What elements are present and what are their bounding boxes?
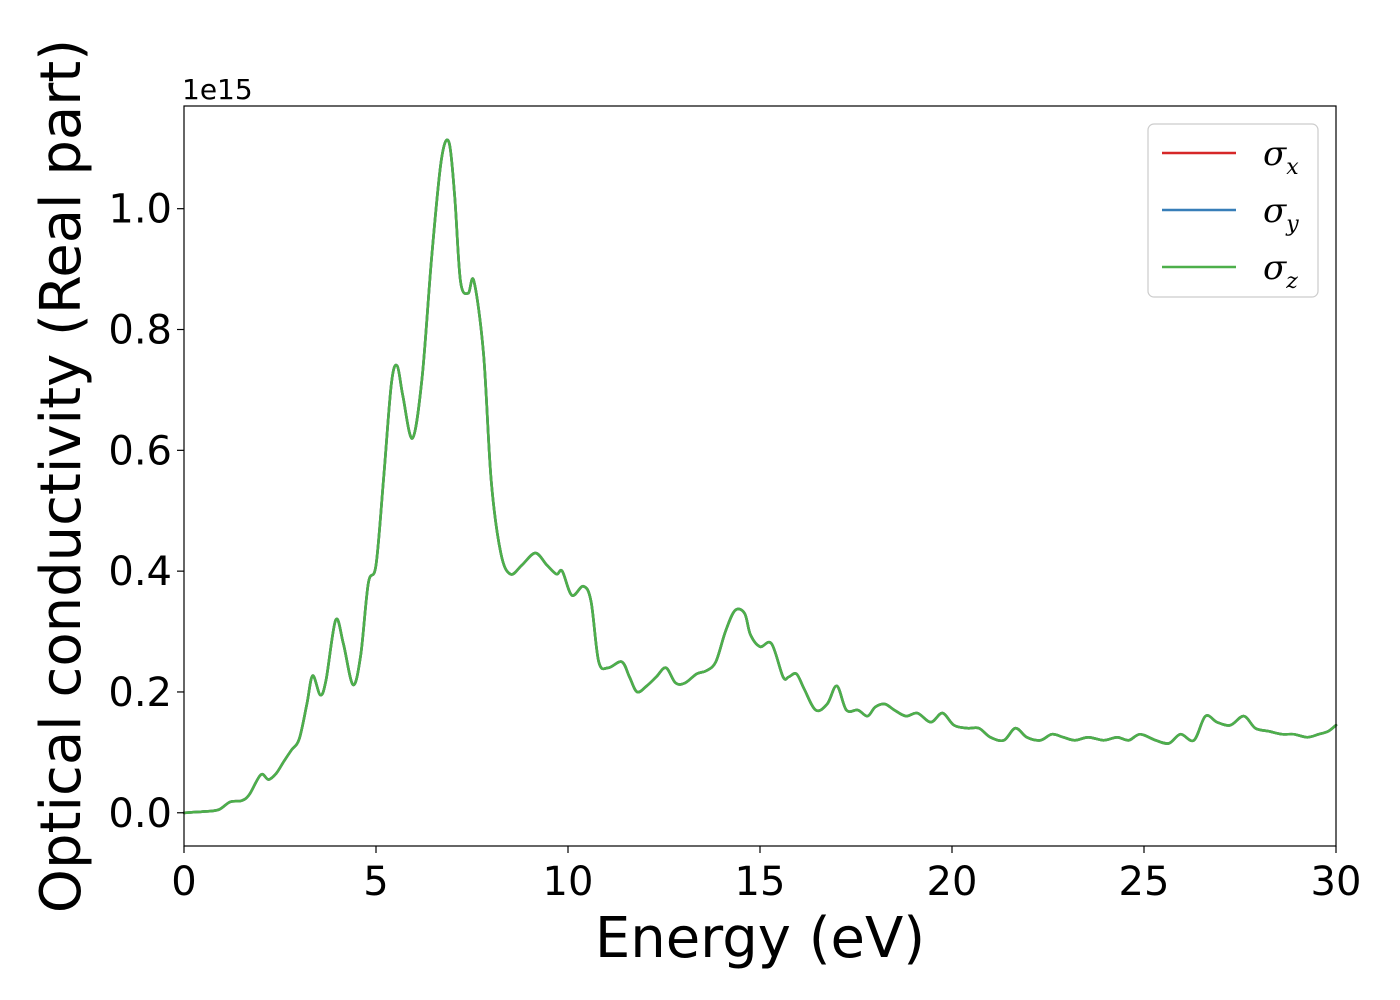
x-axis-title: Energy (eV) xyxy=(595,906,925,971)
x-tick-label: 0 xyxy=(171,859,196,905)
y-axis-title: Optical conductivity (Real part) xyxy=(29,39,94,913)
series-layer xyxy=(182,138,1338,815)
x-axis-ticks: 0 5 10 15 20 25 30 xyxy=(171,846,1361,905)
x-tick-label: 25 xyxy=(1119,859,1170,905)
series-line-sigma-z xyxy=(182,138,1338,815)
y-axis-ticks: 0.0 0.2 0.4 0.6 0.8 1.0 xyxy=(108,187,184,837)
y-tick-label: 0.8 xyxy=(108,308,172,354)
x-tick-label: 20 xyxy=(927,859,978,905)
y-tick-label: 0.0 xyxy=(108,791,172,837)
x-tick-label: 5 xyxy=(363,859,388,905)
y-tick-label: 0.6 xyxy=(108,428,172,474)
y-offset-text: 1e15 xyxy=(182,73,253,106)
x-tick-label: 10 xyxy=(543,859,594,905)
x-tick-label: 30 xyxy=(1311,859,1362,905)
y-tick-label: 0.2 xyxy=(108,670,172,716)
y-tick-label: 0.4 xyxy=(108,549,172,595)
x-tick-label: 15 xyxy=(735,859,786,905)
y-tick-label: 1.0 xyxy=(108,187,172,233)
